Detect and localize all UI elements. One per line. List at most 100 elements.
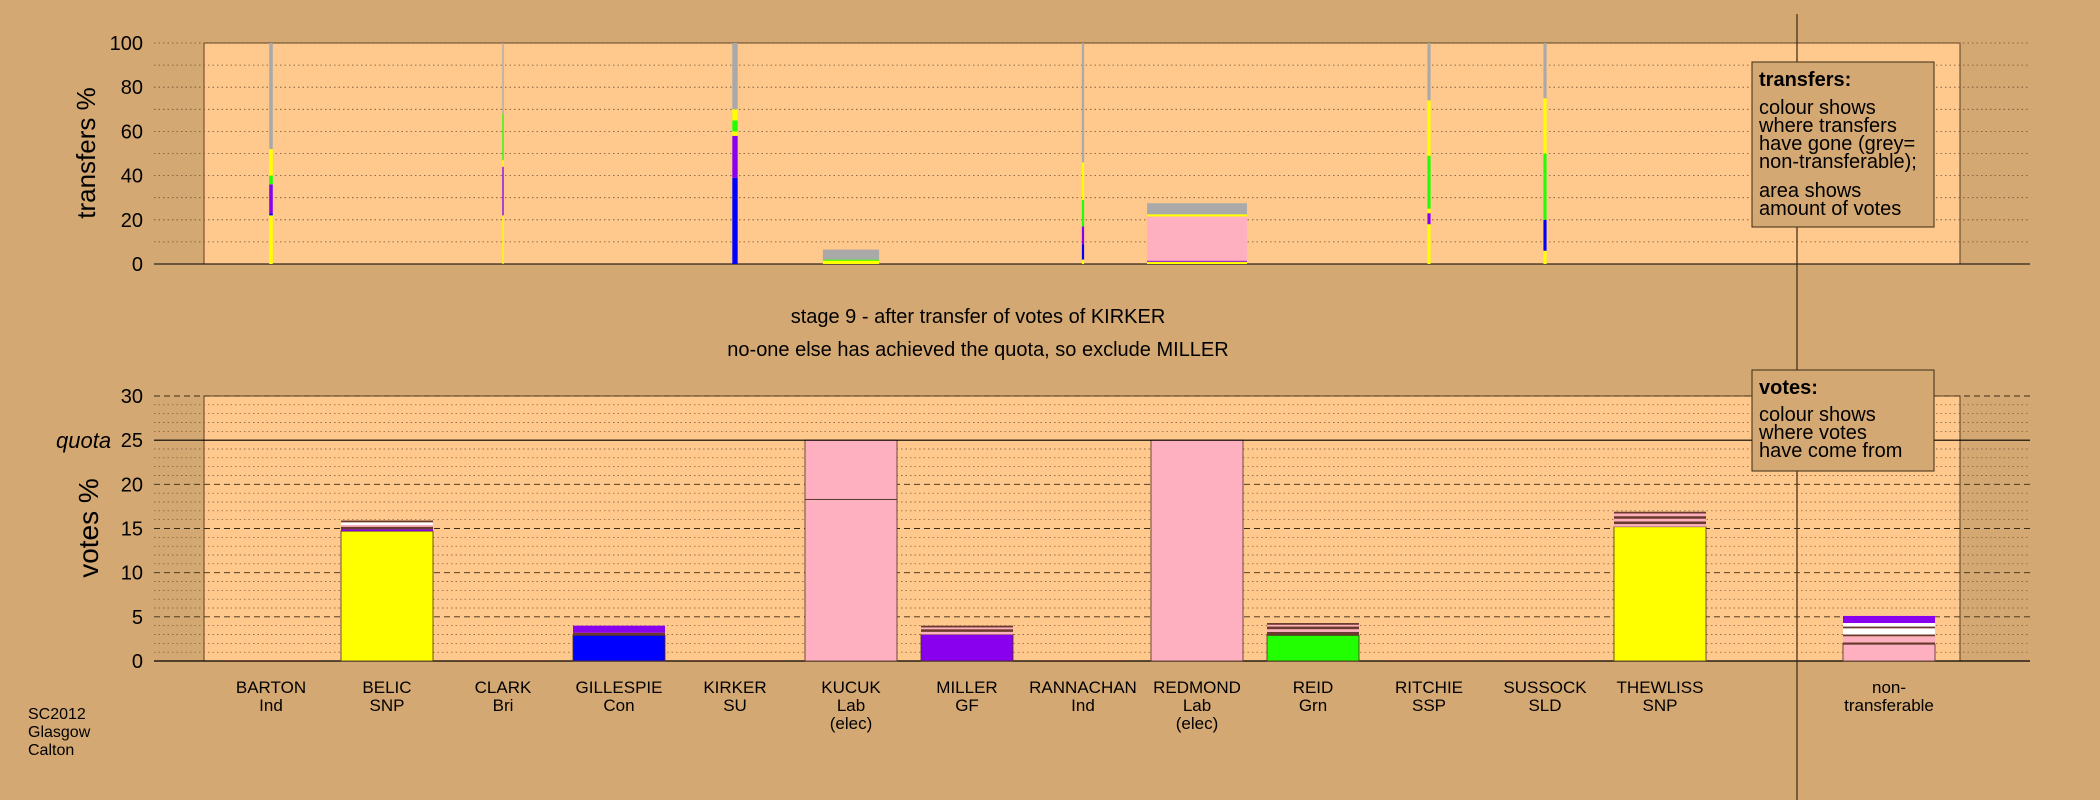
votes-bar-segment [1150, 439, 1244, 662]
transfers-y-tick-label: 60 [121, 121, 143, 143]
votes-bar-segment [1614, 518, 1706, 522]
candidate-label: RITCHIE [1395, 678, 1463, 697]
transfers-y-tick-label: 0 [132, 254, 143, 276]
transfers-bar-segment [1427, 155, 1431, 209]
transfers-bar-segment [269, 175, 273, 185]
transfers-bar-segment [269, 213, 273, 216]
source-note: Calton [28, 742, 74, 759]
votes-bar-segment [1499, 660, 1591, 661]
transfers-legend-line: amount of votes [1759, 198, 1901, 220]
transfers-bar-segment [1427, 100, 1431, 156]
transfers-bar-segment [1147, 203, 1247, 215]
transfers-legend-line: where transfers [1758, 115, 1897, 137]
transfers-bar-segment [502, 43, 504, 114]
votes-bar-segment [341, 524, 433, 527]
votes-bar-segment [921, 629, 1013, 632]
votes-bar-segment [1614, 524, 1706, 527]
candidate-label: Bri [493, 696, 514, 715]
transfers-bar-segment [822, 259, 880, 261]
stage-caption: stage 9 - after transfer of votes of KIR… [791, 306, 1166, 328]
votes-bar-segment [921, 627, 1013, 630]
candidate-label: SU [723, 696, 747, 715]
transfers-bar-segment [1427, 224, 1431, 264]
votes-bar-segment [1383, 660, 1475, 661]
transfers-bar-segment [1081, 43, 1085, 163]
votes-bar-segment [1843, 634, 1935, 637]
transfers-legend-title: transfers: [1759, 69, 1851, 91]
transfers-bar-segment [502, 160, 504, 167]
transfers-legend-line: have gone (grey= [1759, 133, 1915, 155]
transfers-bar-segment [1427, 43, 1431, 101]
candidate-label: GILLESPIE [576, 678, 663, 697]
transfers-bar-segment [269, 149, 273, 176]
transfers-bar-segment [732, 43, 738, 110]
transfers-bar-segment [1081, 162, 1085, 200]
transfers-bar-segment [732, 131, 738, 136]
candidate-label: SNP [370, 696, 405, 715]
transfers-legend-box [1751, 61, 1935, 228]
transfers-y-tick-label: 40 [121, 166, 143, 188]
votes-bar-segment [1267, 623, 1359, 625]
transfers-bar-segment [732, 135, 738, 178]
transfers-bar-segment [1081, 226, 1085, 245]
votes-bar-segment [341, 522, 433, 525]
votes-y-tick-label: 20 [121, 474, 143, 496]
candidate-label: (elec) [830, 714, 873, 733]
votes-bar-segment [1843, 623, 1935, 627]
votes-y-tick-label: 10 [121, 563, 143, 585]
quota-label: quota [56, 428, 111, 453]
votes-bar-segment [1614, 516, 1706, 519]
transfers-y-ticks: 0 20 40 60 80 100 [110, 33, 143, 276]
candidate-label: (elec) [1176, 714, 1219, 733]
stage-decision: no-one else has achieved the quota, so e… [727, 339, 1228, 361]
transfers-bars [269, 43, 1547, 264]
candidate-label: SSP [1412, 696, 1446, 715]
votes-y-tick-label: 25 [121, 430, 143, 452]
transfers-bar-segment [1081, 259, 1085, 264]
votes-legend-line: have come from [1759, 440, 1902, 462]
transfers-bar-segment [1081, 199, 1085, 227]
nontransferable-label: non- [1872, 678, 1906, 697]
transfers-legend-line: area shows [1759, 180, 1861, 202]
votes-bar-segment [572, 634, 666, 662]
votes-bar-segment [1614, 513, 1706, 517]
source-note: SC2012 [28, 706, 86, 723]
votes-bar-segment [921, 625, 1013, 628]
votes-y-tick-label: 30 [121, 386, 143, 408]
transfers-bar-segment [269, 184, 273, 214]
transfers-bar-segment [1543, 153, 1547, 220]
votes-bar-segment [1843, 615, 1935, 624]
transfers-gridlines [154, 42, 2030, 265]
transfers-bar-segment [822, 249, 880, 260]
candidate-label: SUSSOCK [1503, 678, 1587, 697]
nontransferable-label: transferable [1844, 696, 1934, 715]
transfers-bar-segment [502, 166, 504, 216]
transfers-bar-segment [502, 113, 504, 161]
candidate-label: Lab [837, 696, 865, 715]
candidate-label: RANNACHAN [1029, 678, 1137, 697]
transfers-bar-segment [1543, 98, 1547, 154]
votes-bar-segment [457, 660, 549, 661]
transfers-bar-segment [1543, 250, 1547, 264]
transfers-bar-segment [1543, 219, 1547, 251]
candidate-label: THEWLISS [1617, 678, 1704, 697]
votes-y-tick-label: 0 [132, 651, 143, 673]
candidate-labels: BARTONIndBELICSNPCLARKBriGILLESPIEConKIR… [236, 678, 1704, 733]
votes-legend-title: votes: [1759, 377, 1818, 399]
votes-bar-segment [341, 529, 433, 532]
transfers-panel: 0 20 40 60 80 100 transfers % [71, 33, 2030, 276]
transfers-bar-segment [269, 215, 273, 264]
votes-legend-line: where votes [1758, 422, 1867, 444]
candidate-label: CLARK [475, 678, 532, 697]
candidate-label: REDMOND [1153, 678, 1241, 697]
votes-bar-segment [225, 660, 317, 661]
candidate-label: MILLER [936, 678, 997, 697]
candidate-label: Ind [1071, 696, 1095, 715]
votes-y-axis-label: votes % [73, 478, 104, 578]
votes-bar-segment [1267, 629, 1359, 632]
votes-legend: votes: colour shows where votes have com… [1751, 369, 1935, 472]
votes-bar-segment [1267, 626, 1359, 630]
transfers-bar-segment [732, 109, 738, 121]
votes-legend-box [1751, 369, 1935, 472]
